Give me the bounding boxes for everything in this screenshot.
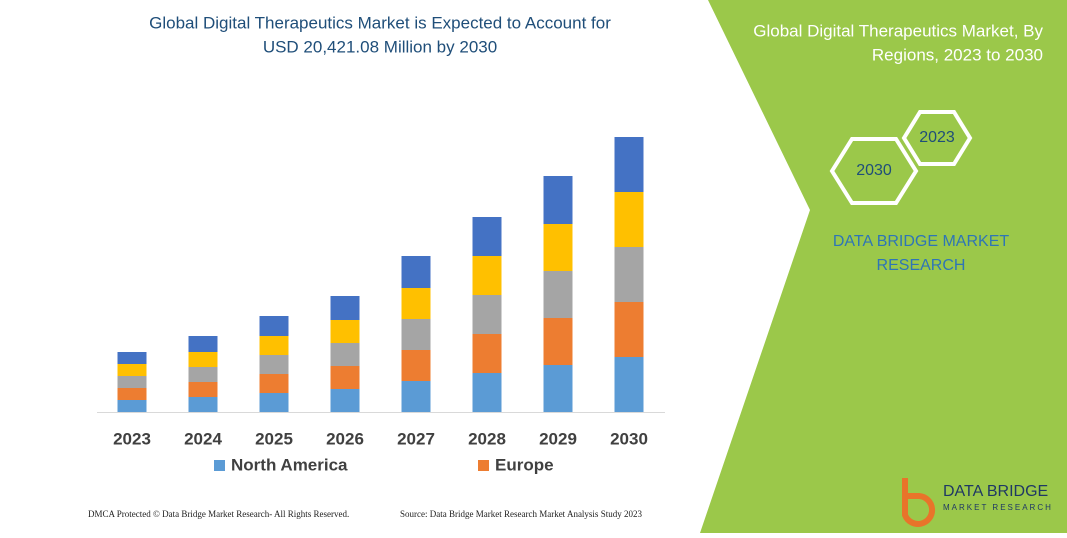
bar-segment [614,357,644,412]
bar-segment [117,388,147,400]
x-tick-label: 2025 [255,429,293,448]
x-tick-label: 2026 [326,429,364,448]
bar-segment [330,320,360,343]
bar-segment [330,296,360,320]
hexagon-label: 2030 [856,162,892,179]
bar-segment [259,393,289,412]
panel-title: Regions, 2023 to 2030 [872,45,1043,64]
logo: DATA BRIDGE MARKET RESEARCH [902,478,1053,527]
legend-label: Europe [495,455,554,474]
bar-segment [614,302,644,357]
bar-segment [259,355,289,374]
bar-segment [614,192,644,247]
logo-tagline: MARKET RESEARCH [943,503,1053,512]
chart-title: Global Digital Therapeutics Market is Ex… [149,13,611,32]
footer-left: DMCA Protected © Data Bridge Market Rese… [88,509,349,519]
bar-segment [401,381,431,412]
bar-segment [188,382,218,397]
hexagon [901,110,973,166]
bar-segment [259,316,289,336]
legend-label: North America [231,455,348,474]
bar-segment [472,256,502,295]
bar-segment [188,367,218,382]
chart-title: USD 20,421.08 Million by 2030 [263,37,497,56]
bar-segment [472,373,502,412]
x-tick-label: 2029 [539,429,577,448]
x-tick-label: 2023 [113,429,151,448]
bar-segment [614,247,644,302]
bar-segment [614,137,644,192]
bar-segment [259,374,289,393]
bar-segment [117,352,147,364]
bar-segment [401,288,431,319]
bar-segment [472,217,502,256]
bar-segment [330,389,360,412]
bar-segment [543,271,573,318]
bar-segment [543,318,573,365]
bar-segment [472,295,502,334]
bar-segment [188,336,218,352]
logo-mark [902,478,936,527]
x-tick-label: 2030 [610,429,648,448]
bar-segment [543,224,573,271]
bar-segment [401,350,431,381]
bar-segment [401,319,431,350]
bar-segment [188,397,218,412]
bar-segment [117,376,147,388]
bar-segment [401,256,431,288]
x-tick-label: 2028 [468,429,506,448]
bar-segment [543,176,573,224]
footer-right: Source: Data Bridge Market Research Mark… [400,509,642,519]
bar-segment [188,352,218,367]
side-panel [700,0,1067,533]
bar-segment [330,366,360,389]
bar-segment [117,400,147,412]
legend-swatch [214,460,225,471]
bar-segment [330,343,360,366]
logo-name: DATA BRIDGE [943,483,1048,500]
hexagon-label: 2023 [919,129,955,146]
panel-title: Global Digital Therapeutics Market, By [753,21,1043,40]
x-tick-label: 2024 [184,429,222,448]
x-tick-label: 2027 [397,429,435,448]
bar-segment [117,364,147,376]
brand-text: DATA BRIDGE MARKET [833,233,1010,250]
legend-swatch [478,460,489,471]
brand-text: RESEARCH [877,257,966,274]
hexagon [829,137,919,205]
bar-segment [472,334,502,373]
bar-segment [543,365,573,412]
bar-segment [259,336,289,355]
